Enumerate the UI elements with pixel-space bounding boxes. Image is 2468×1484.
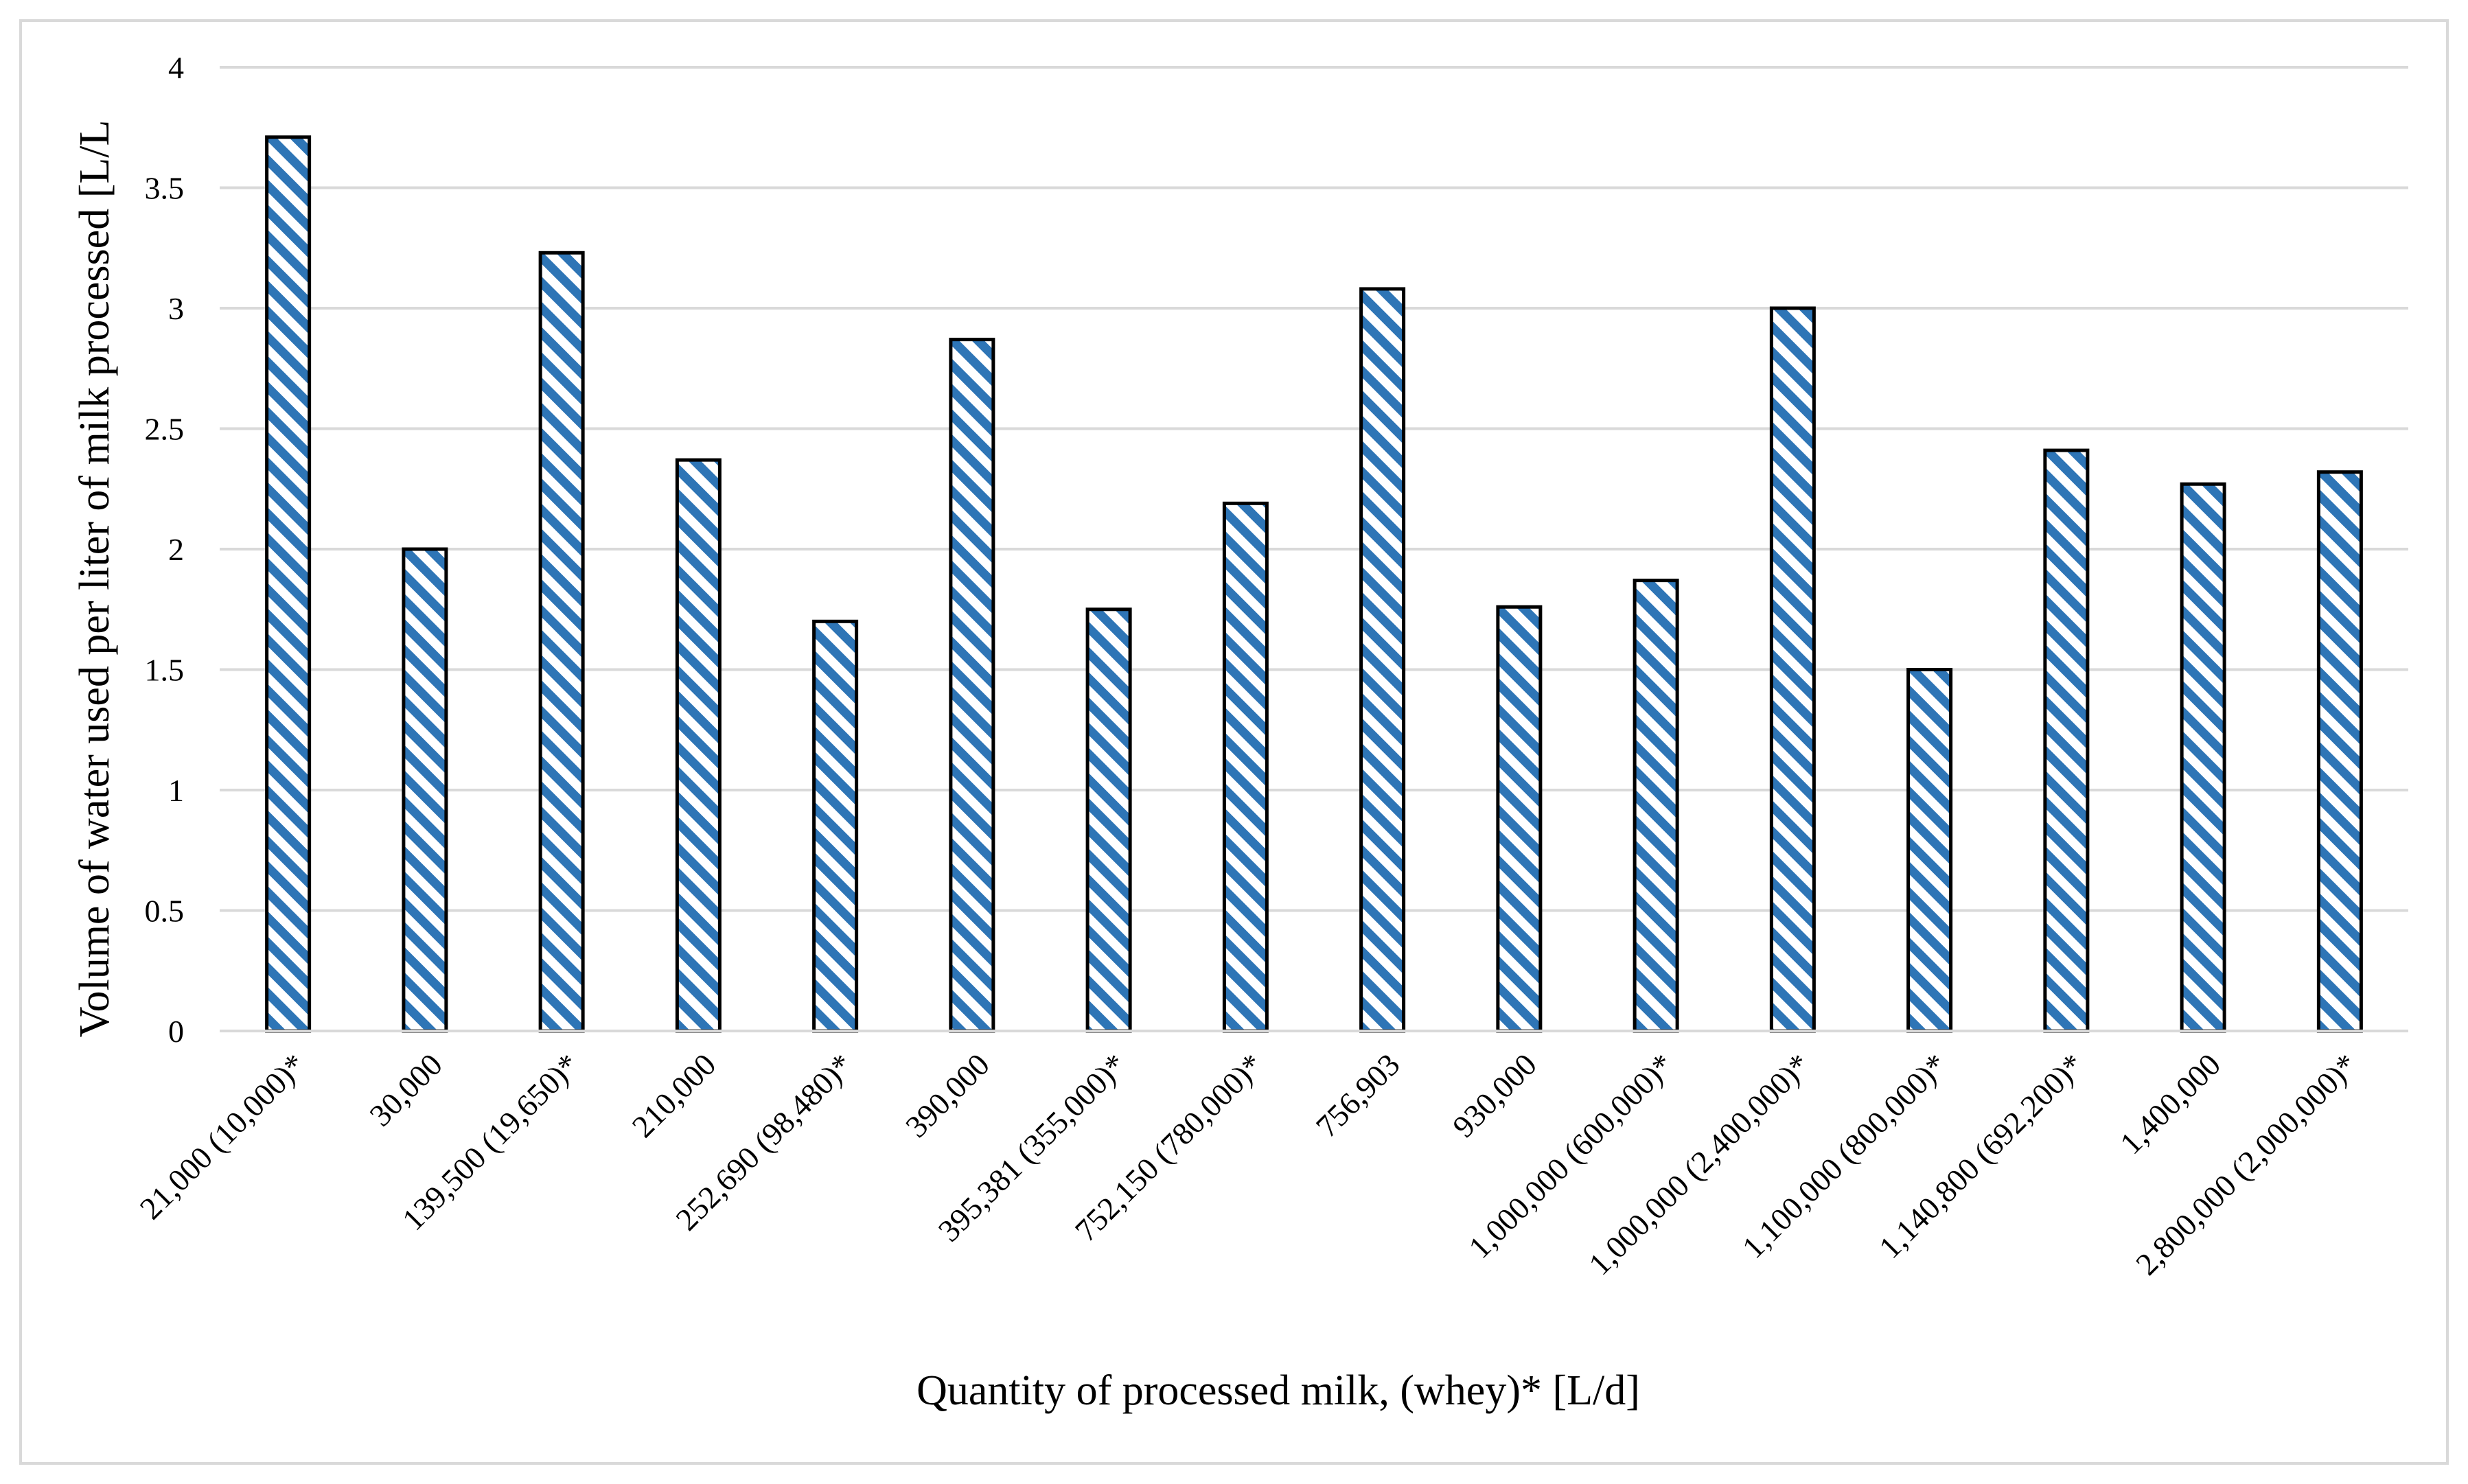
y-tick-label: 1.5 bbox=[145, 653, 185, 688]
bar bbox=[1633, 579, 1679, 1033]
bar bbox=[2043, 448, 2090, 1033]
y-axis-title: Volume of water used per liter of milk p… bbox=[71, 120, 118, 1038]
y-tick-label: 0 bbox=[168, 1014, 184, 1049]
y-tick-label: 3.5 bbox=[145, 171, 185, 206]
bar bbox=[538, 251, 585, 1033]
bar bbox=[1769, 306, 1816, 1033]
bar bbox=[1359, 287, 1406, 1033]
bar bbox=[1496, 605, 1543, 1033]
y-tick-label: 0.5 bbox=[145, 894, 185, 929]
bar bbox=[812, 619, 859, 1033]
bar bbox=[2316, 470, 2363, 1033]
bar bbox=[1085, 607, 1132, 1033]
bar bbox=[265, 135, 312, 1033]
y-tick-label: 2.5 bbox=[145, 412, 185, 447]
bar bbox=[1906, 668, 1953, 1033]
y-tick-label: 1 bbox=[168, 773, 184, 808]
bar bbox=[2180, 482, 2226, 1033]
bars bbox=[265, 135, 2363, 1033]
bar bbox=[1222, 501, 1269, 1033]
y-tick-label: 2 bbox=[168, 532, 184, 567]
y-axis-ticks: 0 0.5 1 1.5 2 2.5 3 3.5 4 bbox=[145, 50, 185, 1049]
y-tick-label: 4 bbox=[168, 50, 184, 85]
bar bbox=[675, 458, 722, 1033]
bar bbox=[949, 338, 995, 1033]
y-tick-label: 3 bbox=[168, 291, 184, 326]
x-axis-title: Quantity of processed milk, (whey)* [L/d… bbox=[916, 1367, 1640, 1414]
bar bbox=[402, 547, 448, 1033]
